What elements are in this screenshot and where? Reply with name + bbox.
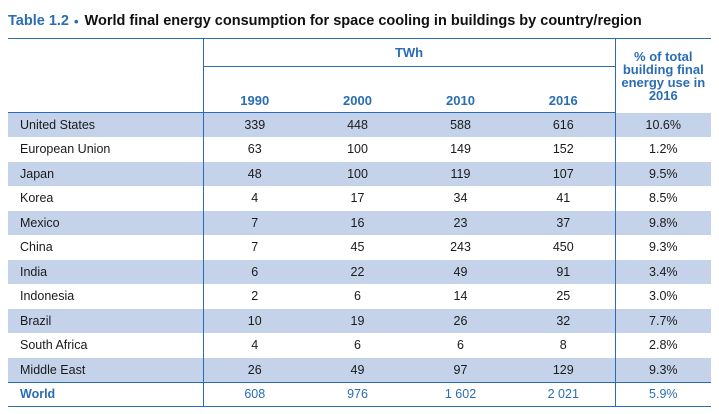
pct-cell: 3.4% — [614, 259, 712, 284]
region-name: South Africa — [8, 333, 203, 358]
value-cell: 91 — [512, 259, 616, 284]
value-cell: 97 — [409, 357, 512, 382]
region-name: Japan — [8, 161, 203, 186]
header-row-years: 1990 2000 2010 2016 — [8, 66, 711, 113]
region-name: Brazil — [8, 308, 203, 333]
value-cell: 23 — [409, 210, 512, 235]
table-row: Mexico 7 16 23 37 9.8% — [8, 210, 712, 235]
value-cell: 63 — [202, 137, 306, 162]
value-cell: 48 — [202, 161, 306, 186]
value-cell: 37 — [512, 210, 616, 235]
value-cell: 129 — [512, 357, 616, 382]
value-cell: 22 — [306, 259, 409, 284]
value-cell: 14 — [409, 284, 512, 309]
region-name: China — [8, 235, 203, 260]
value-cell: 4 — [202, 333, 306, 358]
table-row: European Union 63 100 149 152 1.2% — [8, 137, 712, 162]
value-cell: 100 — [306, 137, 409, 162]
table-caption: World final energy consumption for space… — [84, 13, 642, 29]
total-value-cell: 608 — [202, 381, 306, 407]
header-blank-cell — [8, 38, 203, 67]
value-cell: 6 — [306, 333, 409, 358]
pct-cell: 2.8% — [614, 333, 712, 358]
value-cell: 149 — [409, 137, 512, 162]
region-name: Middle East — [8, 357, 203, 382]
value-cell: 100 — [306, 161, 409, 186]
value-cell: 49 — [306, 357, 409, 382]
region-name: Mexico — [8, 210, 203, 235]
value-cell: 6 — [409, 333, 512, 358]
value-cell: 450 — [512, 235, 616, 260]
value-cell: 339 — [202, 112, 306, 137]
table-number: Table 1.2 — [8, 13, 69, 29]
value-cell: 119 — [409, 161, 512, 186]
pct-header: % of total building final energy use in … — [614, 38, 712, 113]
value-cell: 6 — [306, 284, 409, 309]
year-header: 2010 — [409, 66, 512, 113]
table-row: China 7 45 243 450 9.3% — [8, 235, 712, 260]
value-cell: 45 — [306, 235, 409, 260]
table-row: Middle East 26 49 97 129 9.3% — [8, 357, 712, 382]
value-cell: 6 — [202, 259, 306, 284]
region-name: European Union — [8, 137, 203, 162]
value-cell: 7 — [202, 235, 306, 260]
pct-cell: 9.3% — [614, 357, 712, 382]
value-cell: 107 — [512, 161, 616, 186]
year-header: 1990 — [202, 66, 306, 113]
value-cell: 16 — [306, 210, 409, 235]
value-cell: 448 — [306, 112, 409, 137]
value-cell: 49 — [409, 259, 512, 284]
value-cell: 34 — [409, 186, 512, 211]
units-header: TWh — [202, 38, 616, 67]
value-cell: 32 — [512, 308, 616, 333]
pct-cell: 10.6% — [614, 112, 712, 137]
value-cell: 2 — [202, 284, 306, 309]
value-cell: 19 — [306, 308, 409, 333]
pct-cell: 7.7% — [614, 308, 712, 333]
value-cell: 25 — [512, 284, 616, 309]
table-title: Table 1.2 • World final energy consumpti… — [8, 11, 642, 31]
value-cell: 17 — [306, 186, 409, 211]
value-cell: 588 — [409, 112, 512, 137]
table-row: Korea 4 17 34 41 8.5% — [8, 186, 712, 211]
pct-cell: 1.2% — [614, 137, 712, 162]
value-cell: 4 — [202, 186, 306, 211]
value-cell: 10 — [202, 308, 306, 333]
value-cell: 26 — [202, 357, 306, 382]
region-name: United States — [8, 112, 203, 137]
region-name: Korea — [8, 186, 203, 211]
table-row: Japan 48 100 119 107 9.5% — [8, 161, 712, 186]
total-pct-cell: 5.9% — [614, 381, 712, 407]
header-row-units: TWh % of total building final energy use… — [8, 38, 712, 113]
value-cell: 616 — [512, 112, 616, 137]
header-blank-cell — [8, 66, 203, 113]
pct-cell: 9.3% — [614, 235, 712, 260]
table-row: India 6 22 49 91 3.4% — [8, 259, 712, 284]
energy-table: TWh % of total building final energy use… — [8, 38, 712, 407]
value-cell: 26 — [409, 308, 512, 333]
pct-cell: 9.8% — [614, 210, 712, 235]
bullet-icon: • — [73, 13, 79, 29]
pct-cell: 3.0% — [614, 284, 712, 309]
pct-cell: 9.5% — [614, 161, 712, 186]
region-name: Indonesia — [8, 284, 203, 309]
year-header: 2000 — [306, 66, 409, 113]
value-cell: 152 — [512, 137, 616, 162]
table-row: Indonesia 2 6 14 25 3.0% — [8, 284, 712, 309]
value-cell: 7 — [202, 210, 306, 235]
region-name: India — [8, 259, 203, 284]
year-header: 2016 — [512, 66, 616, 113]
total-name: World — [8, 381, 203, 407]
total-value-cell: 2 021 — [512, 381, 616, 407]
value-cell: 41 — [512, 186, 616, 211]
table-row: United States 339 448 588 616 10.6% — [8, 112, 712, 137]
pct-cell: 8.5% — [614, 186, 712, 211]
total-value-cell: 1 602 — [409, 381, 512, 407]
value-cell: 8 — [512, 333, 616, 358]
table-row: South Africa 4 6 6 8 2.8% — [8, 333, 712, 358]
value-cell: 243 — [409, 235, 512, 260]
total-value-cell: 976 — [306, 381, 409, 407]
total-row: World 608 976 1 602 2 021 5.9% — [8, 381, 712, 407]
table-row: Brazil 10 19 26 32 7.7% — [8, 308, 712, 333]
